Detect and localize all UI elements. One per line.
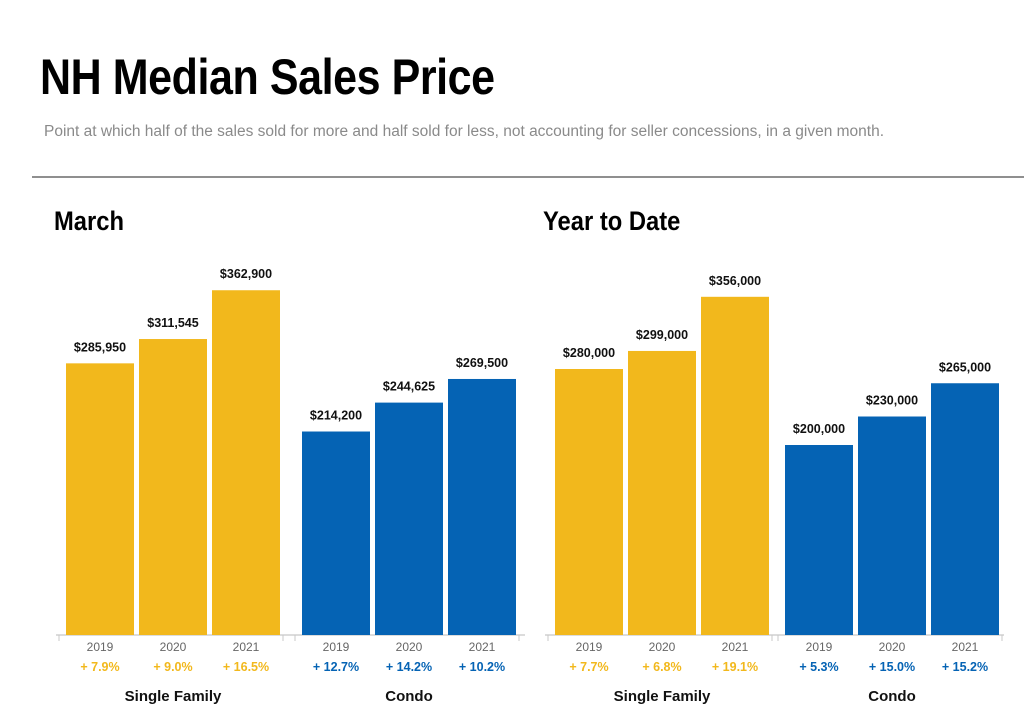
march-single-family-year-label: 2019 [87, 640, 114, 654]
march-condo-group-label: Condo [385, 688, 432, 705]
march-single-family-group-label: Single Family [125, 688, 222, 705]
march-condo-year-label: 2019 [323, 640, 350, 654]
march-single-family-bar-2021 [212, 290, 280, 635]
ytd-condo-year-label: 2021 [952, 640, 979, 654]
march-condo-change-label: + 12.7% [313, 660, 359, 674]
ytd-single-family-year-label: 2020 [649, 640, 676, 654]
ytd-single-family-year-label: 2019 [576, 640, 603, 654]
march-condo-value-label: $244,625 [383, 380, 435, 394]
ytd-condo-year-label: 2020 [879, 640, 906, 654]
ytd-condo-bar-2020 [858, 416, 926, 635]
ytd-condo-bar-2019 [785, 445, 853, 635]
march-single-family-bar-2019 [66, 363, 134, 635]
ytd-single-family-year-label: 2021 [722, 640, 749, 654]
ytd-chart-title: Year to Date [543, 206, 681, 236]
ytd-condo-group-label: Condo [868, 688, 915, 705]
march-condo-change-label: + 14.2% [386, 660, 432, 674]
header-divider [32, 176, 1024, 178]
ytd-condo-value-label: $200,000 [793, 422, 845, 436]
page-title: NH Median Sales Price [40, 49, 495, 105]
ytd-single-family-value-label: $280,000 [563, 346, 615, 360]
march-single-family-value-label: $285,950 [74, 340, 126, 354]
march-single-family-bar-2020 [139, 339, 207, 635]
march-single-family-change-label: + 9.0% [153, 660, 192, 674]
march-condo-value-label: $269,500 [456, 356, 508, 370]
march-condo-value-label: $214,200 [310, 409, 362, 423]
ytd-single-family-bar-2020 [628, 350, 696, 635]
march-single-family-value-label: $362,900 [220, 267, 272, 281]
march-single-family-value-label: $311,545 [147, 316, 198, 330]
march-single-family-change-label: + 16.5% [223, 660, 269, 674]
ytd-condo-change-label: + 15.2% [942, 660, 988, 674]
march-single-family-change-label: + 7.9% [80, 660, 119, 674]
ytd-condo-year-label: 2019 [806, 640, 833, 654]
march-single-family-year-label: 2021 [233, 640, 260, 654]
march-condo-change-label: + 10.2% [459, 660, 505, 674]
ytd-condo-value-label: $230,000 [866, 394, 918, 408]
ytd-condo-change-label: + 15.0% [869, 660, 915, 674]
march-chart-title: March [54, 206, 124, 236]
ytd-condo-bar-2021 [931, 383, 999, 635]
march-condo-bar-2019 [302, 431, 370, 635]
march-single-family-year-label: 2020 [160, 640, 187, 654]
ytd-single-family-value-label: $299,000 [636, 328, 688, 342]
ytd-single-family-bar-2021 [701, 296, 769, 635]
ytd-single-family-value-label: $356,000 [709, 274, 761, 288]
march-condo-year-label: 2021 [469, 640, 496, 654]
ytd-single-family-change-label: + 19.1% [712, 660, 758, 674]
march-condo-bar-2020 [375, 402, 443, 635]
ytd-condo-value-label: $265,000 [939, 360, 991, 374]
page-subtitle: Point at which half of the sales sold fo… [44, 123, 885, 140]
ytd-single-family-change-label: + 6.8% [642, 660, 681, 674]
ytd-condo-change-label: + 5.3% [799, 660, 838, 674]
march-condo-bar-2021 [448, 378, 516, 635]
ytd-single-family-bar-2019 [555, 369, 623, 635]
ytd-single-family-group-label: Single Family [614, 688, 711, 705]
march-condo-year-label: 2020 [396, 640, 423, 654]
ytd-single-family-change-label: + 7.7% [569, 660, 608, 674]
